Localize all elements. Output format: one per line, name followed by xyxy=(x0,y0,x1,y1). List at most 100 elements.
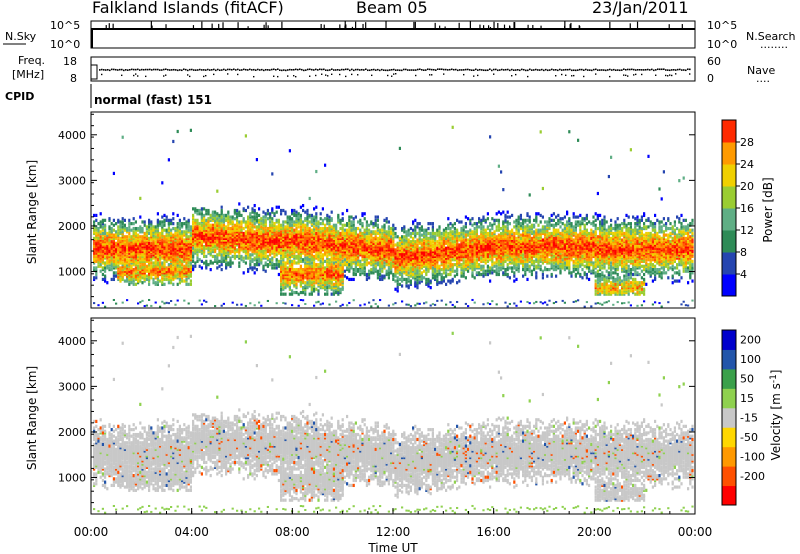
power-cell xyxy=(398,267,401,272)
power-cell xyxy=(123,258,126,262)
power-cell xyxy=(319,254,322,259)
power-cell xyxy=(277,245,280,249)
power-cell xyxy=(365,261,368,265)
power-cell xyxy=(374,256,377,260)
power-cell xyxy=(324,249,327,254)
power-cell xyxy=(176,261,179,265)
power-cell xyxy=(403,269,406,273)
power-cell xyxy=(163,302,166,305)
power-cell xyxy=(101,218,104,222)
power-cell xyxy=(387,261,390,265)
power-cell xyxy=(192,248,195,252)
power-cell xyxy=(247,215,250,219)
power-cell xyxy=(330,231,333,236)
power-cell xyxy=(409,226,412,231)
power-cell xyxy=(313,261,316,265)
power-cell xyxy=(260,259,263,263)
power-cell xyxy=(385,248,388,252)
power-cell xyxy=(176,233,179,237)
power-cell xyxy=(161,243,164,247)
power-cell xyxy=(288,292,291,296)
power-cell xyxy=(326,235,329,239)
power-cell xyxy=(277,225,280,229)
power-cell xyxy=(247,241,250,245)
power-cell xyxy=(172,276,175,280)
power-cell xyxy=(181,276,184,280)
power-cell xyxy=(401,243,404,247)
power-cell xyxy=(216,246,219,250)
power-cell xyxy=(339,231,342,236)
power-cell xyxy=(123,236,126,241)
power-cell xyxy=(315,238,318,242)
power-cell xyxy=(189,263,192,267)
power-cell xyxy=(291,246,294,250)
power-cell xyxy=(170,245,173,249)
power-cell xyxy=(161,228,164,232)
power-cell xyxy=(198,264,201,268)
power-cell xyxy=(207,243,210,247)
power-cell xyxy=(218,231,221,236)
power-cell xyxy=(189,272,192,277)
power-cell xyxy=(409,274,412,278)
power-cell xyxy=(271,256,274,260)
power-cell xyxy=(130,272,133,277)
power-cell xyxy=(244,240,247,244)
power-cell xyxy=(99,264,102,268)
power-cell xyxy=(178,243,181,247)
power-cell xyxy=(350,245,353,249)
power-cell xyxy=(207,251,210,255)
power-cell xyxy=(319,272,322,277)
power-cell xyxy=(423,251,426,255)
freq-dot xyxy=(611,69,613,71)
power-cell xyxy=(315,256,318,260)
power-cell xyxy=(337,258,340,262)
power-cell xyxy=(123,246,126,250)
power-cell xyxy=(315,235,318,239)
power-cell xyxy=(299,241,302,245)
power-cell xyxy=(238,256,241,260)
power-cell xyxy=(101,253,104,257)
power-cell xyxy=(286,236,289,241)
power-cell xyxy=(211,236,214,241)
power-cell xyxy=(172,266,175,270)
power-cell xyxy=(273,249,276,254)
power-cell xyxy=(297,249,300,254)
power-cell xyxy=(308,236,311,241)
power-cell xyxy=(407,249,410,254)
power-cell xyxy=(282,277,285,282)
power-cell xyxy=(330,251,333,255)
power-cell xyxy=(392,251,395,255)
power-cell xyxy=(143,223,146,227)
power-cell xyxy=(178,240,181,244)
freq-dot xyxy=(205,69,207,71)
power-cell xyxy=(394,235,397,239)
power-cell xyxy=(240,243,243,247)
power-cell xyxy=(302,248,305,252)
power-cell xyxy=(379,256,382,260)
power-cell xyxy=(418,228,421,232)
power-cell xyxy=(409,281,412,285)
power-cell xyxy=(95,228,98,232)
power-cell xyxy=(255,258,258,262)
power-cell xyxy=(372,259,375,263)
power-cell xyxy=(319,249,322,254)
power-cell xyxy=(304,248,307,252)
power-cell xyxy=(335,264,338,268)
power-cell xyxy=(390,246,393,250)
power-cell xyxy=(282,269,285,273)
power-cell xyxy=(150,230,153,234)
power-cell xyxy=(115,271,118,275)
power-cell xyxy=(266,226,269,231)
power-cell xyxy=(304,246,307,250)
power-cell xyxy=(295,269,298,273)
power-cell xyxy=(269,259,272,263)
freq-dot xyxy=(339,69,341,71)
power-cell xyxy=(255,220,258,224)
power-cell xyxy=(284,248,287,252)
power-cell xyxy=(187,249,190,254)
power-cell xyxy=(161,277,164,282)
power-cell xyxy=(126,243,129,247)
power-cell xyxy=(251,259,254,263)
power-cell xyxy=(269,241,272,245)
